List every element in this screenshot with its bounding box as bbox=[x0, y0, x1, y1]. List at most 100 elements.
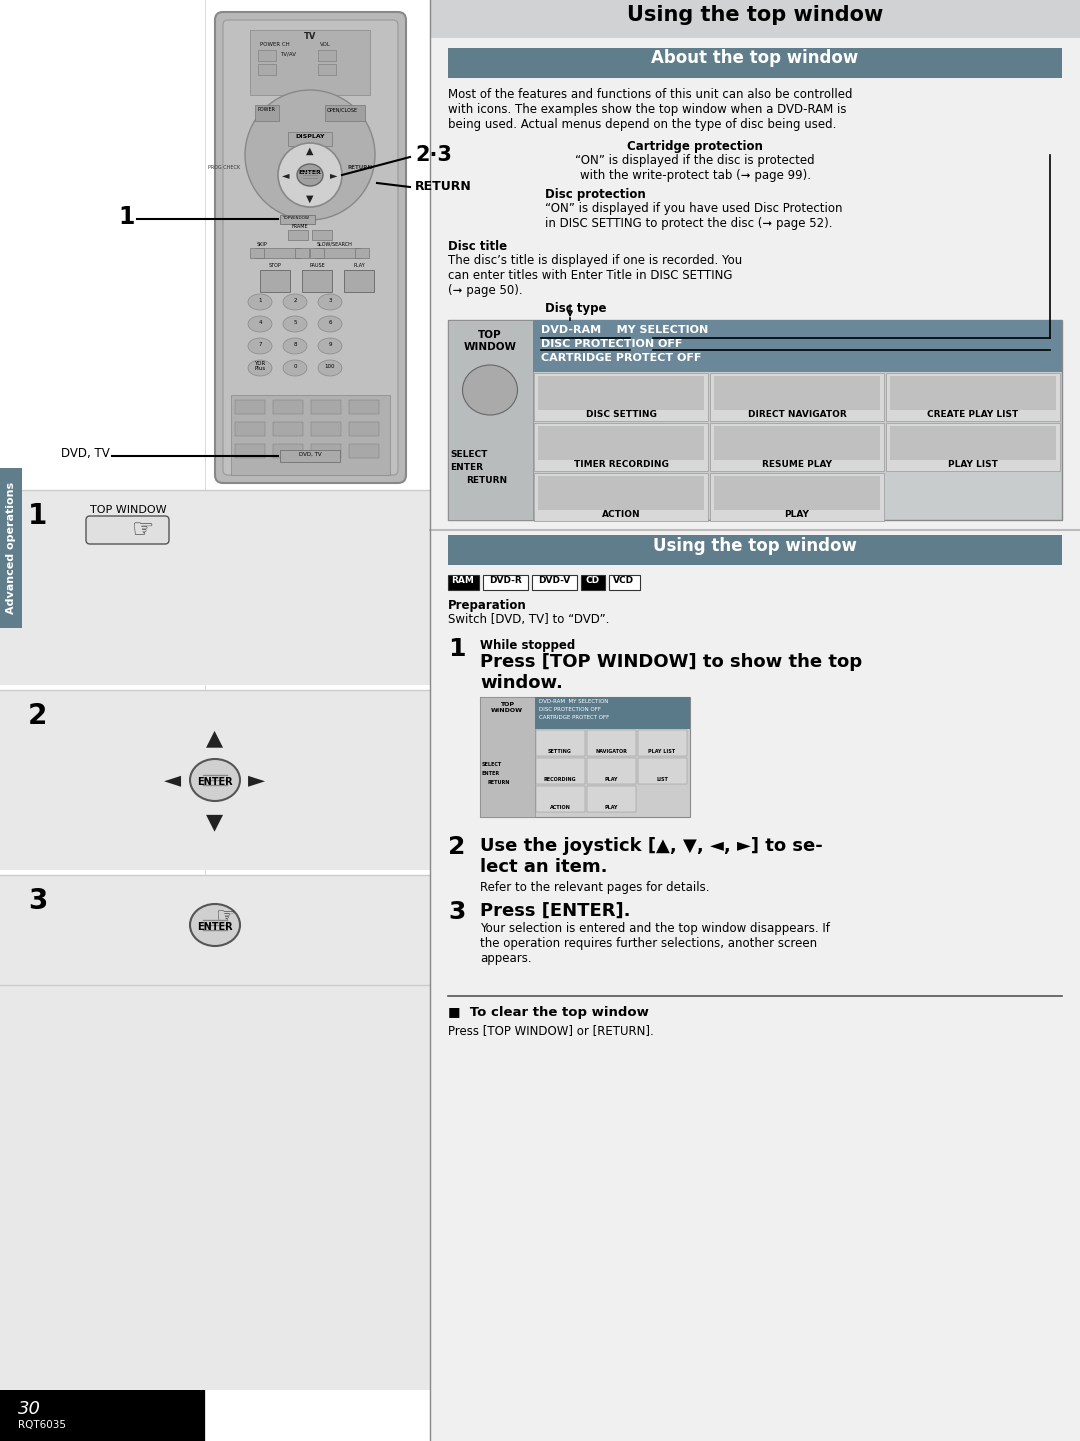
Text: CREATE PLAY LIST: CREATE PLAY LIST bbox=[928, 411, 1018, 419]
Bar bbox=[448, 320, 534, 520]
Bar bbox=[480, 697, 535, 817]
Text: SKIP: SKIP bbox=[257, 242, 268, 246]
Text: YDR
Plus: YDR Plus bbox=[255, 360, 266, 372]
Text: Use the joystick [▲, ▼, ◄, ►] to se-
lect an item.: Use the joystick [▲, ▼, ◄, ►] to se- lec… bbox=[480, 837, 823, 876]
Bar bbox=[532, 575, 577, 589]
Text: ►: ► bbox=[330, 170, 338, 180]
Text: ENTER: ENTER bbox=[298, 170, 322, 176]
Text: POWER: POWER bbox=[257, 107, 275, 112]
Text: ENTER: ENTER bbox=[198, 922, 233, 932]
Text: 8: 8 bbox=[294, 342, 297, 346]
Bar bbox=[0, 490, 430, 684]
Text: ENTER: ENTER bbox=[198, 777, 233, 787]
Bar bbox=[430, 0, 1080, 1441]
Text: 7: 7 bbox=[258, 342, 261, 346]
Text: 1: 1 bbox=[258, 297, 261, 303]
Text: TIMER RECORDING: TIMER RECORDING bbox=[573, 460, 669, 468]
Ellipse shape bbox=[318, 339, 342, 354]
Text: CARTRIDGE PROTECT OFF: CARTRIDGE PROTECT OFF bbox=[541, 353, 701, 363]
Ellipse shape bbox=[283, 294, 307, 310]
Text: DVD, TV: DVD, TV bbox=[62, 447, 110, 460]
Text: ▼: ▼ bbox=[206, 811, 224, 831]
Text: Press [ENTER].: Press [ENTER]. bbox=[480, 902, 631, 919]
Text: Refer to the relevant pages for details.: Refer to the relevant pages for details. bbox=[480, 880, 710, 893]
Bar bbox=[534, 424, 708, 471]
Text: ◄: ◄ bbox=[164, 769, 181, 790]
Bar bbox=[534, 473, 708, 522]
Bar bbox=[318, 50, 336, 61]
Text: 2: 2 bbox=[28, 702, 48, 731]
Ellipse shape bbox=[248, 316, 272, 331]
Bar bbox=[588, 785, 636, 811]
Text: ■  To clear the top window: ■ To clear the top window bbox=[448, 1006, 649, 1019]
Bar bbox=[310, 248, 324, 258]
Bar bbox=[430, 0, 1080, 37]
Bar bbox=[535, 697, 690, 729]
Bar bbox=[536, 758, 585, 784]
Bar bbox=[311, 444, 341, 458]
Text: RESUME PLAY: RESUME PLAY bbox=[762, 460, 832, 468]
Text: RECORDING: RECORDING bbox=[543, 777, 577, 782]
Ellipse shape bbox=[283, 339, 307, 354]
Bar bbox=[638, 731, 687, 757]
Text: VOL: VOL bbox=[320, 42, 330, 48]
Text: 2: 2 bbox=[448, 834, 465, 859]
Text: ▲: ▲ bbox=[307, 146, 314, 156]
Bar bbox=[311, 422, 341, 437]
Bar bbox=[288, 231, 308, 241]
Text: NAVIGATOR: NAVIGATOR bbox=[595, 749, 626, 754]
Text: CARTRIDGE PROTECT OFF: CARTRIDGE PROTECT OFF bbox=[539, 715, 609, 720]
Text: 2: 2 bbox=[294, 297, 297, 303]
Ellipse shape bbox=[190, 759, 240, 801]
Bar bbox=[536, 731, 585, 757]
Circle shape bbox=[278, 143, 342, 208]
Bar bbox=[255, 105, 279, 121]
Text: 4: 4 bbox=[258, 320, 261, 324]
Text: ►: ► bbox=[248, 769, 266, 790]
Text: “ON” is displayed if the disc is protected
with the write-protect tab (➞ page 99: “ON” is displayed if the disc is protect… bbox=[576, 154, 814, 182]
Bar bbox=[280, 450, 340, 463]
Bar bbox=[0, 875, 430, 986]
Bar bbox=[258, 63, 276, 75]
Bar bbox=[0, 986, 430, 1391]
Text: RETURN: RETURN bbox=[415, 180, 472, 193]
FancyBboxPatch shape bbox=[86, 516, 168, 545]
Text: Cartridge protection: Cartridge protection bbox=[627, 140, 762, 153]
Text: 1: 1 bbox=[119, 205, 135, 229]
Text: RETURN: RETURN bbox=[488, 780, 511, 785]
Bar bbox=[249, 248, 264, 258]
Text: OPEN/CLOSE: OPEN/CLOSE bbox=[327, 107, 359, 112]
Bar bbox=[538, 376, 704, 411]
Bar bbox=[0, 1391, 205, 1441]
Text: 3: 3 bbox=[28, 888, 48, 915]
Text: TOP
WINDOW: TOP WINDOW bbox=[463, 330, 516, 352]
Text: 9: 9 bbox=[328, 342, 332, 346]
Text: 1: 1 bbox=[448, 637, 465, 661]
Text: RAM: RAM bbox=[451, 576, 474, 585]
Bar bbox=[609, 575, 640, 589]
Text: PLAY: PLAY bbox=[784, 510, 809, 519]
Bar bbox=[260, 269, 291, 293]
Bar bbox=[280, 215, 315, 223]
Text: About the top window: About the top window bbox=[651, 49, 859, 66]
Text: DVD-RAM  MY SELECTION: DVD-RAM MY SELECTION bbox=[539, 699, 608, 705]
Text: PLAY: PLAY bbox=[353, 264, 365, 268]
Bar bbox=[273, 422, 303, 437]
Text: 2·3: 2·3 bbox=[415, 146, 451, 166]
Text: Disc protection: Disc protection bbox=[545, 187, 646, 200]
Ellipse shape bbox=[248, 339, 272, 354]
Text: ☞: ☞ bbox=[132, 517, 154, 542]
Bar bbox=[638, 758, 687, 784]
Text: 3: 3 bbox=[328, 297, 332, 303]
Bar bbox=[302, 269, 332, 293]
Bar bbox=[273, 444, 303, 458]
Text: Using the top window: Using the top window bbox=[626, 4, 883, 24]
Ellipse shape bbox=[318, 294, 342, 310]
Text: “ON” is displayed if you have used Disc Protection
in DISC SETTING to protect th: “ON” is displayed if you have used Disc … bbox=[545, 202, 842, 231]
Bar bbox=[588, 731, 636, 757]
Text: TV/AV: TV/AV bbox=[280, 52, 296, 58]
Text: LIST: LIST bbox=[656, 777, 667, 782]
Text: ACTION: ACTION bbox=[602, 510, 640, 519]
Bar bbox=[886, 373, 1059, 421]
Bar bbox=[448, 535, 1062, 565]
